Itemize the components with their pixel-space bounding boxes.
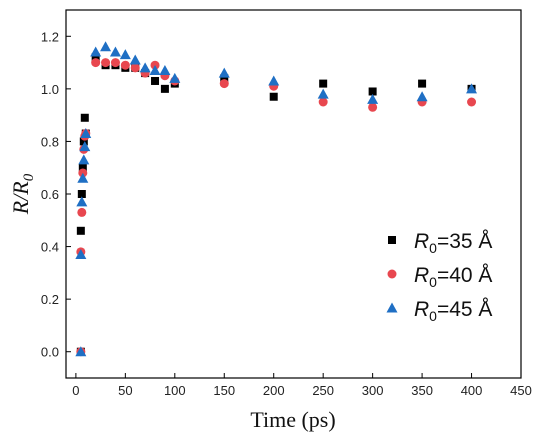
legend-marker-3 [386, 302, 398, 313]
y-tick-label: 0.8 [41, 134, 59, 149]
x-tick-label: 150 [213, 383, 235, 398]
series-3-point [218, 67, 230, 78]
series-3-point [129, 54, 141, 65]
series-1-point [368, 87, 377, 96]
y-tick-label: 0.4 [41, 240, 59, 255]
series-3-point [268, 75, 280, 86]
series-1-point [79, 137, 88, 146]
legend-label-sub: 0 [429, 274, 437, 290]
series-1-point [220, 74, 229, 83]
series-2-point [120, 60, 130, 70]
legend-label-main: R [414, 230, 429, 253]
series-3-point [169, 72, 181, 83]
legend-label-1: R0=35 Å [414, 230, 492, 256]
data-points [75, 41, 478, 357]
y-tick-label: 0.6 [41, 187, 59, 202]
y-axis-title: R/R0 [8, 173, 37, 215]
series-1-point [418, 79, 427, 88]
legend-label-3: R0=45 Å [414, 298, 492, 324]
x-tick-label: 50 [118, 383, 132, 398]
series-3-point [100, 41, 112, 52]
series-3-point [159, 64, 171, 75]
series-3-point [80, 128, 92, 139]
series-1-point [269, 92, 278, 101]
series-1-point [80, 113, 89, 122]
series-3-point [75, 248, 87, 259]
series-3-point [416, 91, 428, 102]
y-axis: 0.0 0.2 0.4 0.6 0.8 1.0 1.2 [41, 29, 71, 360]
series-3-point [317, 88, 329, 99]
y-axis-title-main: R/R [8, 181, 33, 216]
y-tick-label: 1.0 [41, 82, 59, 97]
legend-label-main: R [414, 264, 429, 287]
legend-marker-2 [387, 269, 397, 279]
x-tick-label: 450 [510, 383, 532, 398]
series-2-point [219, 79, 229, 89]
series-3-point [367, 93, 379, 104]
x-axis: 0 50 100 150 200 250 300 350 400 450 [72, 373, 532, 398]
y-tick-label: 0.0 [41, 345, 59, 360]
legend-marker-1 [388, 236, 396, 244]
x-tick-label: 200 [263, 383, 285, 398]
series-3-point [90, 46, 102, 57]
x-tick-label: 250 [312, 383, 334, 398]
series-1-point [91, 53, 100, 62]
series-2-point [101, 58, 111, 68]
series-2-point [318, 97, 328, 107]
series-1-point [151, 76, 160, 85]
series-3-point [109, 46, 121, 57]
series-2-point [110, 58, 120, 68]
x-tick-label: 100 [164, 383, 186, 398]
y-axis-title-sub: 0 [21, 173, 37, 181]
x-tick-label: 300 [362, 383, 384, 398]
legend-label-tail: =40 Å [437, 264, 492, 287]
series-2-point [91, 58, 101, 68]
y-tick-label: 0.2 [41, 292, 59, 307]
legend-label-sub: 0 [429, 308, 437, 324]
legend-label-sub: 0 [429, 240, 437, 256]
legend-label-2: R0=40 Å [414, 264, 492, 290]
series-3-point [75, 346, 87, 357]
y-tick-label: 1.2 [41, 29, 59, 44]
legend-label-main: R [414, 298, 429, 321]
series-3-point [119, 49, 131, 60]
legend-label-tail: =45 Å [437, 298, 492, 321]
legend: R0=35 ÅR0=40 ÅR0=45 Å [386, 230, 492, 324]
series-2-point [368, 102, 378, 112]
series-2-point [77, 207, 87, 217]
series-3-point [466, 83, 478, 94]
series-1-point [78, 163, 87, 172]
series-1-point [319, 79, 328, 88]
series-3-point [79, 141, 91, 152]
series-3-point [139, 62, 151, 73]
series-3-point [76, 196, 88, 207]
legend-label-tail: =35 Å [437, 230, 492, 253]
x-tick-label: 350 [411, 383, 433, 398]
x-axis-title: Time (ps) [250, 407, 335, 432]
series-3-point [149, 64, 161, 75]
series-3-point [77, 172, 89, 183]
series-1-point [160, 84, 169, 93]
x-tick-label: 400 [461, 383, 483, 398]
series-2-point [467, 97, 477, 107]
series-1-point [77, 190, 86, 198]
x-tick-label: 0 [72, 383, 79, 398]
series-3-point [78, 154, 90, 165]
series-1-point [76, 226, 85, 235]
series-2-point [130, 63, 140, 73]
